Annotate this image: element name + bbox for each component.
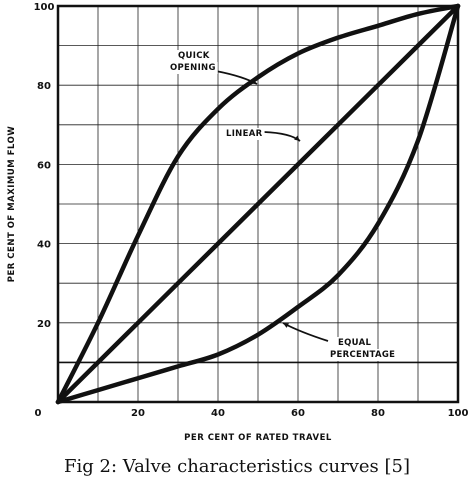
- x-tick-label: 0: [35, 408, 42, 419]
- leader-arrowhead: [251, 79, 257, 84]
- series-line-equal-percentage: [55, 3, 461, 405]
- annotation-equal-percentage: EQUAL PERCENTAGE: [328, 337, 398, 361]
- annotation-leaders: [209, 69, 329, 342]
- annotation-text: QUICK: [178, 51, 210, 61]
- x-axis-label: PER CENT OF RATED TRAVEL: [184, 433, 332, 443]
- annotation-linear: LINEAR: [224, 128, 265, 140]
- annotation-text: OPENING: [170, 63, 216, 73]
- curve-annotations: QUICK OPENING LINEAR EQUAL PERCENTAGE: [168, 50, 398, 361]
- y-tick-label: 80: [37, 81, 51, 92]
- y-tick-label: 40: [37, 240, 51, 251]
- y-tick-label: 100: [34, 2, 55, 13]
- annotation-knockout: [224, 128, 265, 140]
- x-tick-label: 80: [371, 408, 385, 419]
- y-tick-label: 60: [37, 160, 51, 171]
- x-tick-label: 40: [211, 408, 225, 419]
- x-tick-label: 20: [131, 408, 145, 419]
- x-tick-labels: 0 20 40 60 80 100: [35, 408, 469, 419]
- series-layer: [55, 3, 461, 405]
- annotation-text: LINEAR: [226, 129, 263, 139]
- plot-frame: [56, 4, 460, 404]
- annotation-knockout: [176, 50, 212, 62]
- annotation-text: PERCENTAGE: [330, 350, 395, 360]
- x-tick-label: 60: [291, 408, 305, 419]
- annotation-knockout: [168, 62, 218, 74]
- annotation-knockout: [336, 337, 374, 349]
- annotation-knockout: [328, 349, 398, 361]
- y-tick-label: 20: [37, 319, 51, 330]
- y-axis-label: PER CENT OF MAXIMUM FLOW: [7, 126, 17, 283]
- annotation-text: EQUAL: [338, 338, 371, 348]
- x-tick-label: 100: [448, 408, 469, 419]
- grid: [58, 6, 458, 402]
- y-tick-labels: 20 40 60 80 100: [34, 2, 55, 330]
- series-line-linear: [55, 3, 461, 405]
- leader-line: [282, 322, 329, 342]
- figure-caption: Fig 2: Valve characteristics curves [5]: [64, 456, 410, 477]
- series-line-quick-opening: [55, 3, 461, 405]
- leader-arrowhead: [283, 323, 289, 328]
- annotation-quick-opening: QUICK OPENING: [168, 50, 218, 74]
- leader-arrowhead: [294, 135, 300, 141]
